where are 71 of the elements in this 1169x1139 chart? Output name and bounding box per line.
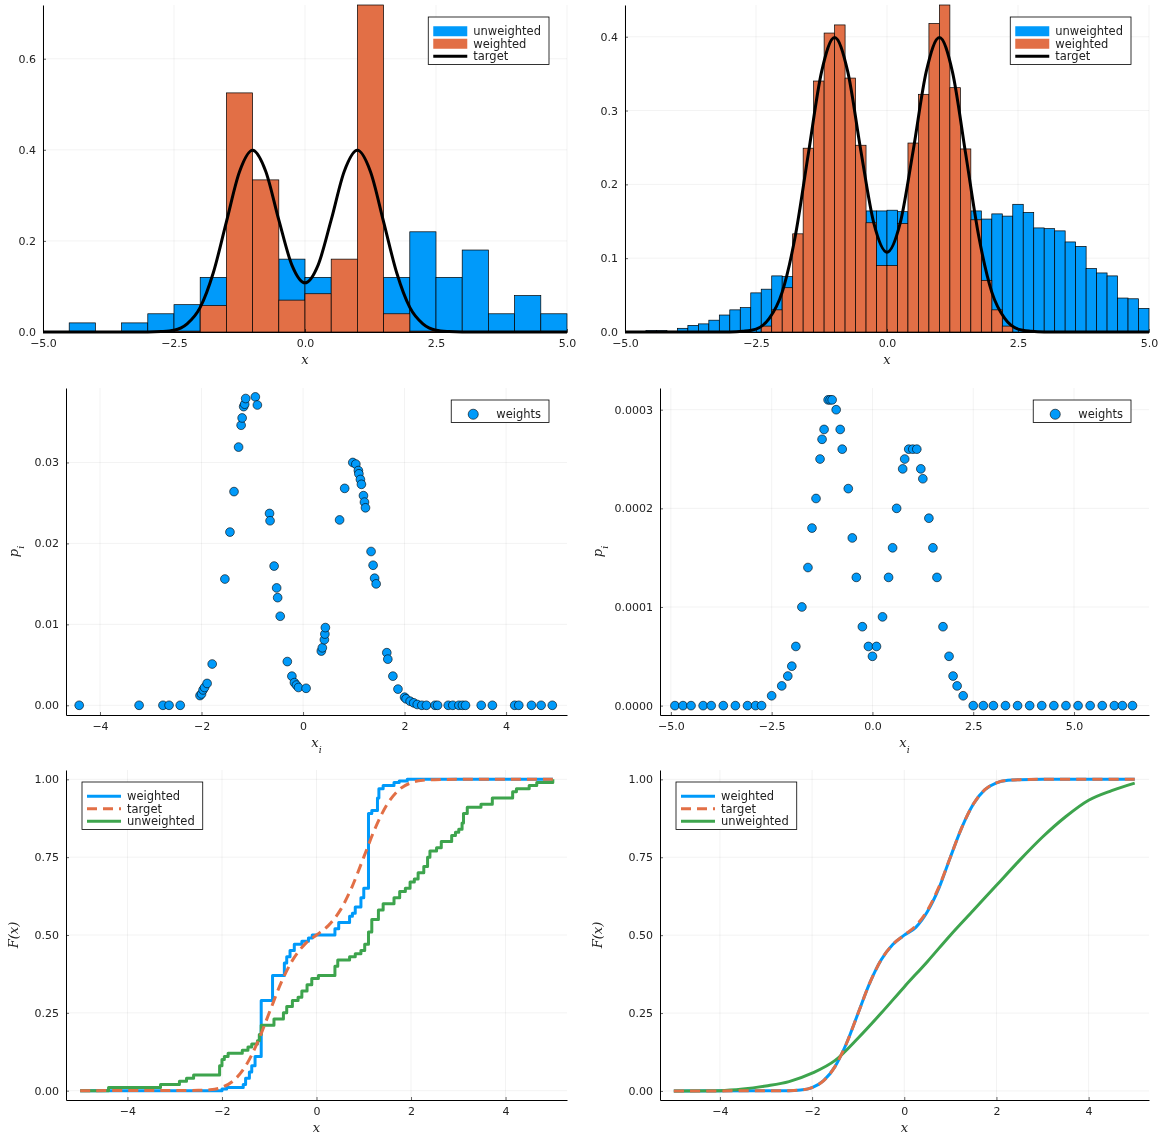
y-tick-label: 1.00 bbox=[34, 773, 59, 787]
x-axis-title: x bbox=[900, 1120, 909, 1135]
legend-label: weighted bbox=[1055, 36, 1109, 51]
legend-label: weights bbox=[496, 407, 542, 422]
y-tick-label: 0.75 bbox=[34, 851, 59, 865]
y-tick-label: 0.00 bbox=[34, 1084, 59, 1098]
x-tick-label: 2.5 bbox=[427, 336, 446, 350]
x-tick-label: −4 bbox=[119, 1104, 137, 1118]
y-tick-label: 0.02 bbox=[34, 537, 59, 551]
legend-label: weighted bbox=[473, 36, 527, 51]
y-tick-label: 0.75 bbox=[628, 851, 653, 865]
y-tick-label: 0.0002 bbox=[614, 502, 653, 516]
x-tick-label: 5.0 bbox=[558, 336, 577, 350]
y-tick-label: 1.00 bbox=[628, 773, 653, 787]
y-tick-label: 0.2 bbox=[600, 178, 618, 192]
x-tick-label: 2.5 bbox=[1009, 336, 1028, 350]
x-tick-label: −2 bbox=[193, 719, 211, 733]
y-tick-label: 0.0001 bbox=[614, 601, 653, 615]
y-tick-label: 0.0003 bbox=[614, 403, 653, 417]
legend-label: weighted bbox=[127, 789, 181, 804]
x-axis-title: x bbox=[312, 1120, 321, 1135]
y-tick-label: 0.0000 bbox=[614, 699, 653, 713]
y-tick-label: 0.00 bbox=[34, 699, 59, 713]
x-tick-label: 0 bbox=[313, 1104, 321, 1118]
x-tick-label: 0.0 bbox=[878, 336, 897, 350]
y-axis-title: F(x) bbox=[6, 921, 21, 950]
y-tick-label: 0.03 bbox=[34, 456, 59, 470]
legend-label: unweighted bbox=[721, 814, 789, 829]
x-axis-title: x bbox=[301, 352, 310, 367]
legend-label: unweighted bbox=[473, 24, 541, 39]
legend-label: weighted bbox=[721, 789, 775, 804]
x-tick-label: 5.0 bbox=[1065, 719, 1084, 733]
legend-label: weights bbox=[1078, 407, 1124, 422]
x-tick-label: −5.0 bbox=[658, 719, 685, 733]
x-tick-label: 0 bbox=[901, 1104, 909, 1118]
x-axis-title: x bbox=[883, 352, 892, 367]
x-tick-label: −2.5 bbox=[758, 719, 786, 733]
x-tick-label: 4 bbox=[1085, 1104, 1093, 1118]
x-tick-label: −2.5 bbox=[743, 336, 770, 350]
y-tick-label: 0.25 bbox=[34, 1006, 59, 1020]
y-tick-label: 0.50 bbox=[628, 929, 653, 943]
x-tick-label: 2.5 bbox=[964, 719, 983, 733]
y-tick-label: 0.00 bbox=[628, 1084, 653, 1098]
x-axis-title: x$_{i}$ bbox=[899, 735, 910, 755]
x-tick-label: −2.5 bbox=[161, 336, 188, 350]
x-tick-label: −2 bbox=[804, 1104, 821, 1118]
x-tick-label: 5.0 bbox=[1140, 336, 1159, 350]
y-tick-label: 0.2 bbox=[18, 234, 36, 248]
legend-label: unweighted bbox=[127, 814, 195, 829]
x-tick-label: 2 bbox=[993, 1104, 1001, 1118]
y-tick-label: 0.25 bbox=[628, 1007, 653, 1021]
legend-label: unweighted bbox=[1055, 24, 1123, 39]
y-tick-label: 0.4 bbox=[18, 143, 36, 157]
x-tick-label: 0.0 bbox=[296, 336, 315, 350]
x-tick-label: 0 bbox=[300, 719, 308, 733]
y-tick-label: 0.4 bbox=[600, 30, 618, 44]
x-axis-title: x$_{i}$ bbox=[311, 735, 322, 755]
y-tick-label: 0.6 bbox=[18, 52, 36, 66]
x-tick-label: 4 bbox=[503, 719, 511, 733]
y-tick-label: 0.01 bbox=[34, 618, 59, 632]
x-tick-label: 0.0 bbox=[864, 719, 882, 733]
y-axis-title: F(x) bbox=[590, 921, 605, 950]
x-tick-label: −2 bbox=[214, 1104, 231, 1118]
y-tick-label: 0.1 bbox=[600, 252, 618, 266]
x-tick-label: 2 bbox=[401, 719, 409, 733]
x-tick-label: −4 bbox=[712, 1104, 729, 1118]
x-tick-label: 2 bbox=[408, 1104, 416, 1118]
y-tick-label: 0.50 bbox=[34, 929, 59, 943]
x-tick-label: −4 bbox=[92, 719, 109, 733]
x-tick-label: 4 bbox=[502, 1104, 510, 1118]
y-tick-label: 0.3 bbox=[600, 104, 618, 118]
